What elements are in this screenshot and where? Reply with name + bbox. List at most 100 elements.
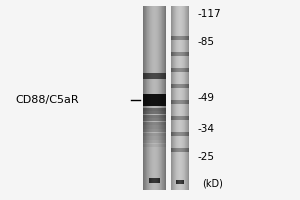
Bar: [186, 116, 187, 120]
Bar: [171, 148, 172, 152]
Bar: [161, 122, 162, 125]
Bar: [156, 140, 157, 143]
Bar: [157, 6, 158, 190]
Bar: [151, 108, 152, 111]
Bar: [143, 143, 144, 147]
Bar: [180, 116, 181, 120]
Bar: [152, 108, 153, 111]
Bar: [158, 126, 159, 129]
Bar: [154, 94, 155, 106]
Bar: [186, 6, 187, 190]
Bar: [176, 148, 177, 152]
Bar: [156, 178, 157, 182]
Bar: [187, 148, 188, 152]
Bar: [157, 136, 158, 140]
Bar: [159, 6, 160, 190]
Bar: [151, 118, 152, 121]
Bar: [163, 108, 164, 111]
Bar: [187, 100, 188, 104]
Bar: [185, 116, 186, 120]
Bar: [185, 148, 186, 152]
Bar: [153, 140, 154, 143]
Bar: [164, 73, 165, 79]
Bar: [147, 115, 148, 118]
Bar: [180, 148, 181, 152]
Bar: [152, 136, 153, 140]
Bar: [188, 100, 189, 104]
Bar: [180, 84, 181, 88]
Bar: [154, 136, 155, 140]
Bar: [182, 6, 183, 190]
Bar: [173, 68, 174, 72]
Bar: [177, 84, 178, 88]
Bar: [177, 52, 178, 56]
Text: -85: -85: [198, 37, 215, 47]
Bar: [162, 143, 163, 147]
Bar: [180, 68, 181, 72]
Bar: [182, 52, 183, 56]
Bar: [158, 178, 159, 182]
Bar: [155, 140, 156, 143]
Bar: [173, 68, 174, 72]
Bar: [149, 126, 150, 129]
Bar: [173, 52, 174, 56]
Bar: [161, 108, 162, 111]
Bar: [171, 36, 172, 40]
Bar: [152, 122, 153, 125]
Bar: [181, 132, 182, 136]
Bar: [181, 36, 182, 40]
Bar: [165, 122, 166, 125]
Bar: [157, 140, 158, 143]
Bar: [157, 143, 158, 147]
Bar: [165, 111, 166, 114]
Bar: [180, 36, 181, 40]
Bar: [146, 94, 147, 106]
Bar: [148, 133, 149, 136]
Bar: [180, 6, 181, 190]
Bar: [181, 116, 182, 120]
Bar: [183, 52, 184, 56]
Bar: [158, 122, 159, 125]
Bar: [165, 108, 166, 111]
Bar: [149, 94, 150, 106]
Bar: [187, 52, 188, 56]
Bar: [147, 122, 148, 125]
Bar: [159, 108, 160, 111]
Bar: [174, 68, 175, 72]
Bar: [153, 178, 154, 182]
Bar: [178, 36, 179, 40]
Bar: [178, 148, 179, 152]
Bar: [173, 36, 174, 40]
Bar: [185, 68, 186, 72]
Bar: [150, 111, 151, 114]
Bar: [188, 52, 189, 56]
Bar: [173, 36, 174, 40]
Bar: [151, 94, 152, 106]
Text: -25: -25: [198, 152, 215, 162]
Bar: [184, 148, 185, 152]
Bar: [174, 36, 175, 40]
Bar: [144, 73, 145, 79]
Bar: [155, 111, 156, 114]
Bar: [154, 122, 155, 125]
Bar: [173, 84, 174, 88]
Bar: [160, 133, 161, 136]
Bar: [159, 6, 160, 190]
Bar: [143, 94, 144, 106]
Bar: [151, 122, 152, 125]
Bar: [163, 115, 164, 118]
Bar: [162, 115, 163, 118]
Bar: [161, 126, 162, 129]
Bar: [163, 6, 164, 190]
Bar: [152, 143, 153, 147]
Bar: [158, 136, 159, 140]
Bar: [150, 140, 151, 143]
Bar: [185, 52, 186, 56]
Bar: [171, 132, 172, 136]
Bar: [150, 143, 151, 147]
Bar: [151, 143, 152, 147]
Bar: [171, 6, 172, 190]
Bar: [162, 136, 163, 140]
Bar: [182, 52, 183, 56]
Bar: [180, 116, 181, 120]
